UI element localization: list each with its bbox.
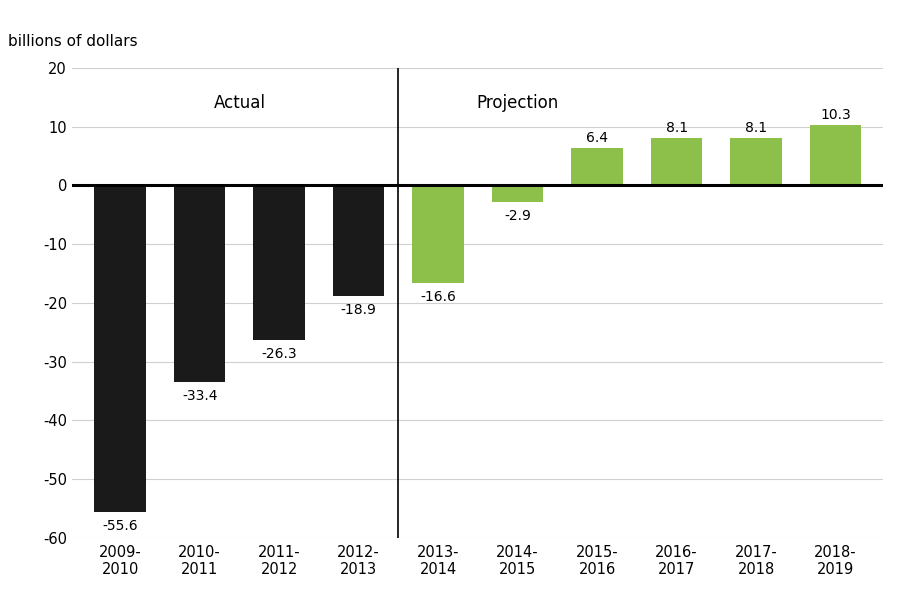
Bar: [651, 138, 703, 185]
Bar: [412, 185, 464, 283]
Bar: [94, 185, 146, 512]
Text: -33.4: -33.4: [182, 388, 218, 403]
Bar: [491, 185, 544, 203]
Bar: [333, 185, 384, 296]
Text: 6.4: 6.4: [586, 131, 608, 145]
Text: Projection: Projection: [476, 94, 559, 112]
Text: -2.9: -2.9: [504, 210, 531, 223]
Bar: [253, 185, 305, 340]
Bar: [810, 125, 861, 185]
Text: -16.6: -16.6: [420, 290, 456, 304]
Text: -55.6: -55.6: [103, 519, 138, 533]
Text: 8.1: 8.1: [666, 121, 688, 135]
Text: 10.3: 10.3: [820, 108, 851, 122]
Text: 8.1: 8.1: [745, 121, 767, 135]
Bar: [730, 138, 782, 185]
Text: -18.9: -18.9: [341, 304, 376, 317]
Text: Actual: Actual: [213, 94, 266, 112]
Text: -26.3: -26.3: [261, 347, 297, 361]
Bar: [572, 148, 623, 185]
Text: billions of dollars: billions of dollars: [7, 34, 137, 49]
Bar: [174, 185, 226, 382]
